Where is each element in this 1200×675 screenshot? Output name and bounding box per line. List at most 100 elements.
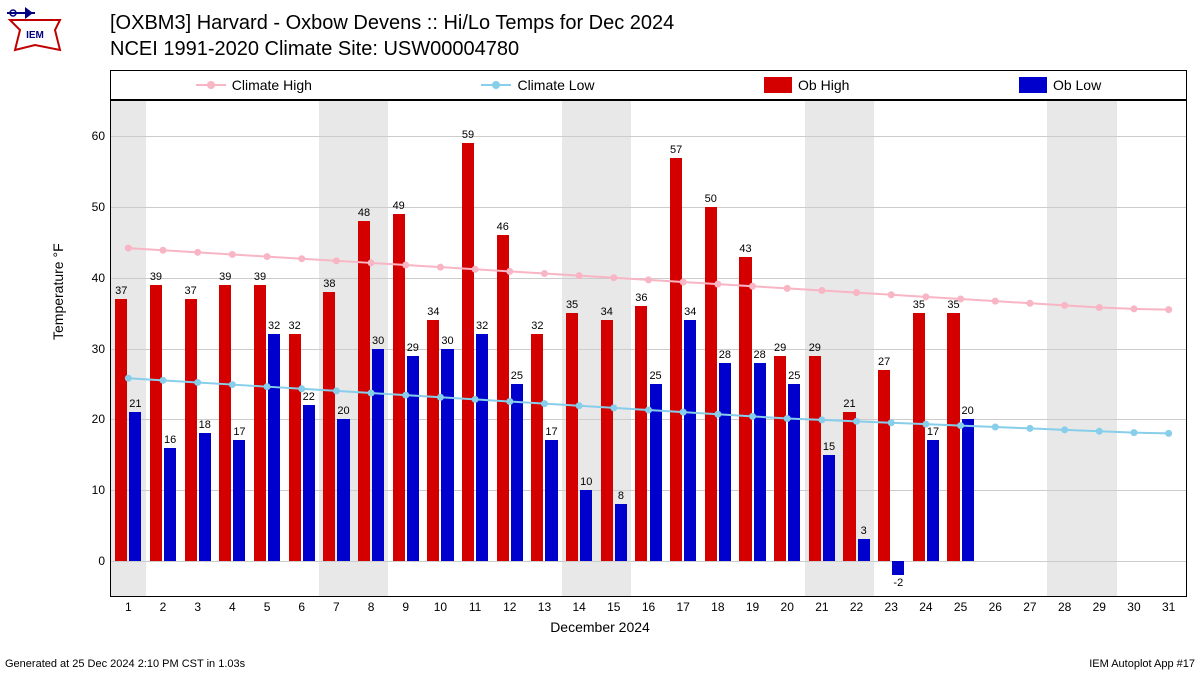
x-tick-label: 22	[850, 596, 863, 614]
x-tick-label: 24	[919, 596, 932, 614]
y-tick-label: 20	[92, 412, 111, 426]
gridline	[111, 207, 1186, 208]
x-tick-label: 17	[676, 596, 689, 614]
x-tick-label: 16	[642, 596, 655, 614]
bar-value-label: 17	[545, 426, 557, 438]
ob-low-bar	[823, 455, 835, 561]
ob-high-bar	[393, 214, 405, 561]
bar-value-label: 28	[753, 349, 765, 361]
ob-low-bar	[788, 384, 800, 561]
ob-high-bar	[427, 320, 439, 560]
ob-high-bar	[774, 356, 786, 561]
bar-value-label: 15	[823, 441, 835, 453]
bar-value-label: 29	[407, 342, 419, 354]
x-tick-label: 6	[298, 596, 305, 614]
ob-high-bar	[185, 299, 197, 561]
bar-value-label: 38	[323, 278, 335, 290]
bar-value-label: 34	[684, 306, 696, 318]
y-tick-label: 40	[92, 271, 111, 285]
ob-low-bar	[615, 504, 627, 561]
ob-high-bar	[289, 334, 301, 560]
x-tick-label: 29	[1093, 596, 1106, 614]
bar-value-label: 34	[427, 306, 439, 318]
bar-value-label: 46	[497, 221, 509, 233]
bar-value-label: 37	[185, 285, 197, 297]
title-line-2: NCEI 1991-2020 Climate Site: USW00004780	[110, 36, 674, 62]
bar-value-label: 10	[580, 476, 592, 488]
bar-value-label: 32	[268, 320, 280, 332]
bar-value-label: 50	[705, 193, 717, 205]
bar-value-label: 30	[441, 335, 453, 347]
x-tick-label: 1	[125, 596, 132, 614]
ob-high-bar	[566, 313, 578, 561]
bar-value-label: 35	[566, 299, 578, 311]
bar-value-label: 18	[199, 419, 211, 431]
bar-value-label: 39	[254, 271, 266, 283]
bar-value-label: 8	[618, 490, 624, 502]
ob-low-bar	[580, 490, 592, 561]
ob-low-bar	[476, 334, 488, 560]
x-tick-label: 5	[264, 596, 271, 614]
ob-low-bar	[892, 561, 904, 575]
bar-value-label: 20	[962, 405, 974, 417]
y-axis-label: Temperature °F	[50, 243, 66, 340]
bar-value-label: -2	[893, 577, 903, 589]
title-line-1: [OXBM3] Harvard - Oxbow Devens :: Hi/Lo …	[110, 10, 674, 36]
bar-value-label: 35	[947, 299, 959, 311]
x-tick-label: 28	[1058, 596, 1071, 614]
x-tick-label: 8	[368, 596, 375, 614]
ob-high-bar	[705, 207, 717, 561]
ob-high-bar	[254, 285, 266, 561]
x-tick-label: 7	[333, 596, 340, 614]
ob-high-bar	[913, 313, 925, 561]
ob-high-bar	[219, 285, 231, 561]
x-tick-label: 10	[434, 596, 447, 614]
y-tick-label: 60	[92, 129, 111, 143]
ob-low-bar	[650, 384, 662, 561]
bar-value-label: 37	[115, 285, 127, 297]
ob-low-bar	[407, 356, 419, 561]
x-tick-label: 12	[503, 596, 516, 614]
legend-ob-high: Ob High	[764, 77, 849, 93]
gridline	[111, 561, 1186, 562]
x-tick-label: 19	[746, 596, 759, 614]
chart-plot-area: 0102030405060123456789101112131415161718…	[110, 100, 1187, 597]
x-tick-label: 26	[989, 596, 1002, 614]
ob-low-bar	[719, 363, 731, 561]
bar-value-label: 25	[788, 370, 800, 382]
ob-low-bar	[441, 349, 453, 561]
bar-value-label: 59	[462, 129, 474, 141]
footer-app: IEM Autoplot App #17	[1089, 658, 1195, 670]
bar-value-label: 22	[303, 391, 315, 403]
y-tick-label: 50	[92, 200, 111, 214]
x-tick-label: 31	[1162, 596, 1175, 614]
bar-value-label: 30	[372, 335, 384, 347]
legend-climate-low: Climate Low	[481, 77, 594, 93]
y-tick-label: 0	[98, 554, 111, 568]
legend-climate-high: Climate High	[196, 77, 312, 93]
legend: Climate High Climate Low Ob High Ob Low	[110, 70, 1187, 100]
ob-high-bar	[878, 370, 890, 561]
ob-low-bar	[129, 412, 141, 561]
gridline	[111, 136, 1186, 137]
ob-high-bar	[323, 292, 335, 561]
gridline	[111, 278, 1186, 279]
x-tick-label: 3	[194, 596, 201, 614]
x-tick-label: 27	[1023, 596, 1036, 614]
x-tick-label: 23	[885, 596, 898, 614]
ob-low-bar	[511, 384, 523, 561]
x-axis-label: December 2024	[0, 619, 1200, 635]
ob-low-bar	[684, 320, 696, 560]
bar-value-label: 32	[289, 320, 301, 332]
ob-high-bar	[670, 158, 682, 561]
svg-text:IEM: IEM	[26, 30, 44, 41]
x-tick-label: 20	[781, 596, 794, 614]
ob-high-bar	[601, 320, 613, 560]
y-tick-label: 30	[92, 342, 111, 356]
bar-value-label: 32	[476, 320, 488, 332]
ob-low-bar	[927, 440, 939, 560]
bar-value-label: 29	[774, 342, 786, 354]
ob-high-bar	[462, 143, 474, 560]
ob-high-bar	[115, 299, 127, 561]
bar-value-label: 17	[927, 426, 939, 438]
